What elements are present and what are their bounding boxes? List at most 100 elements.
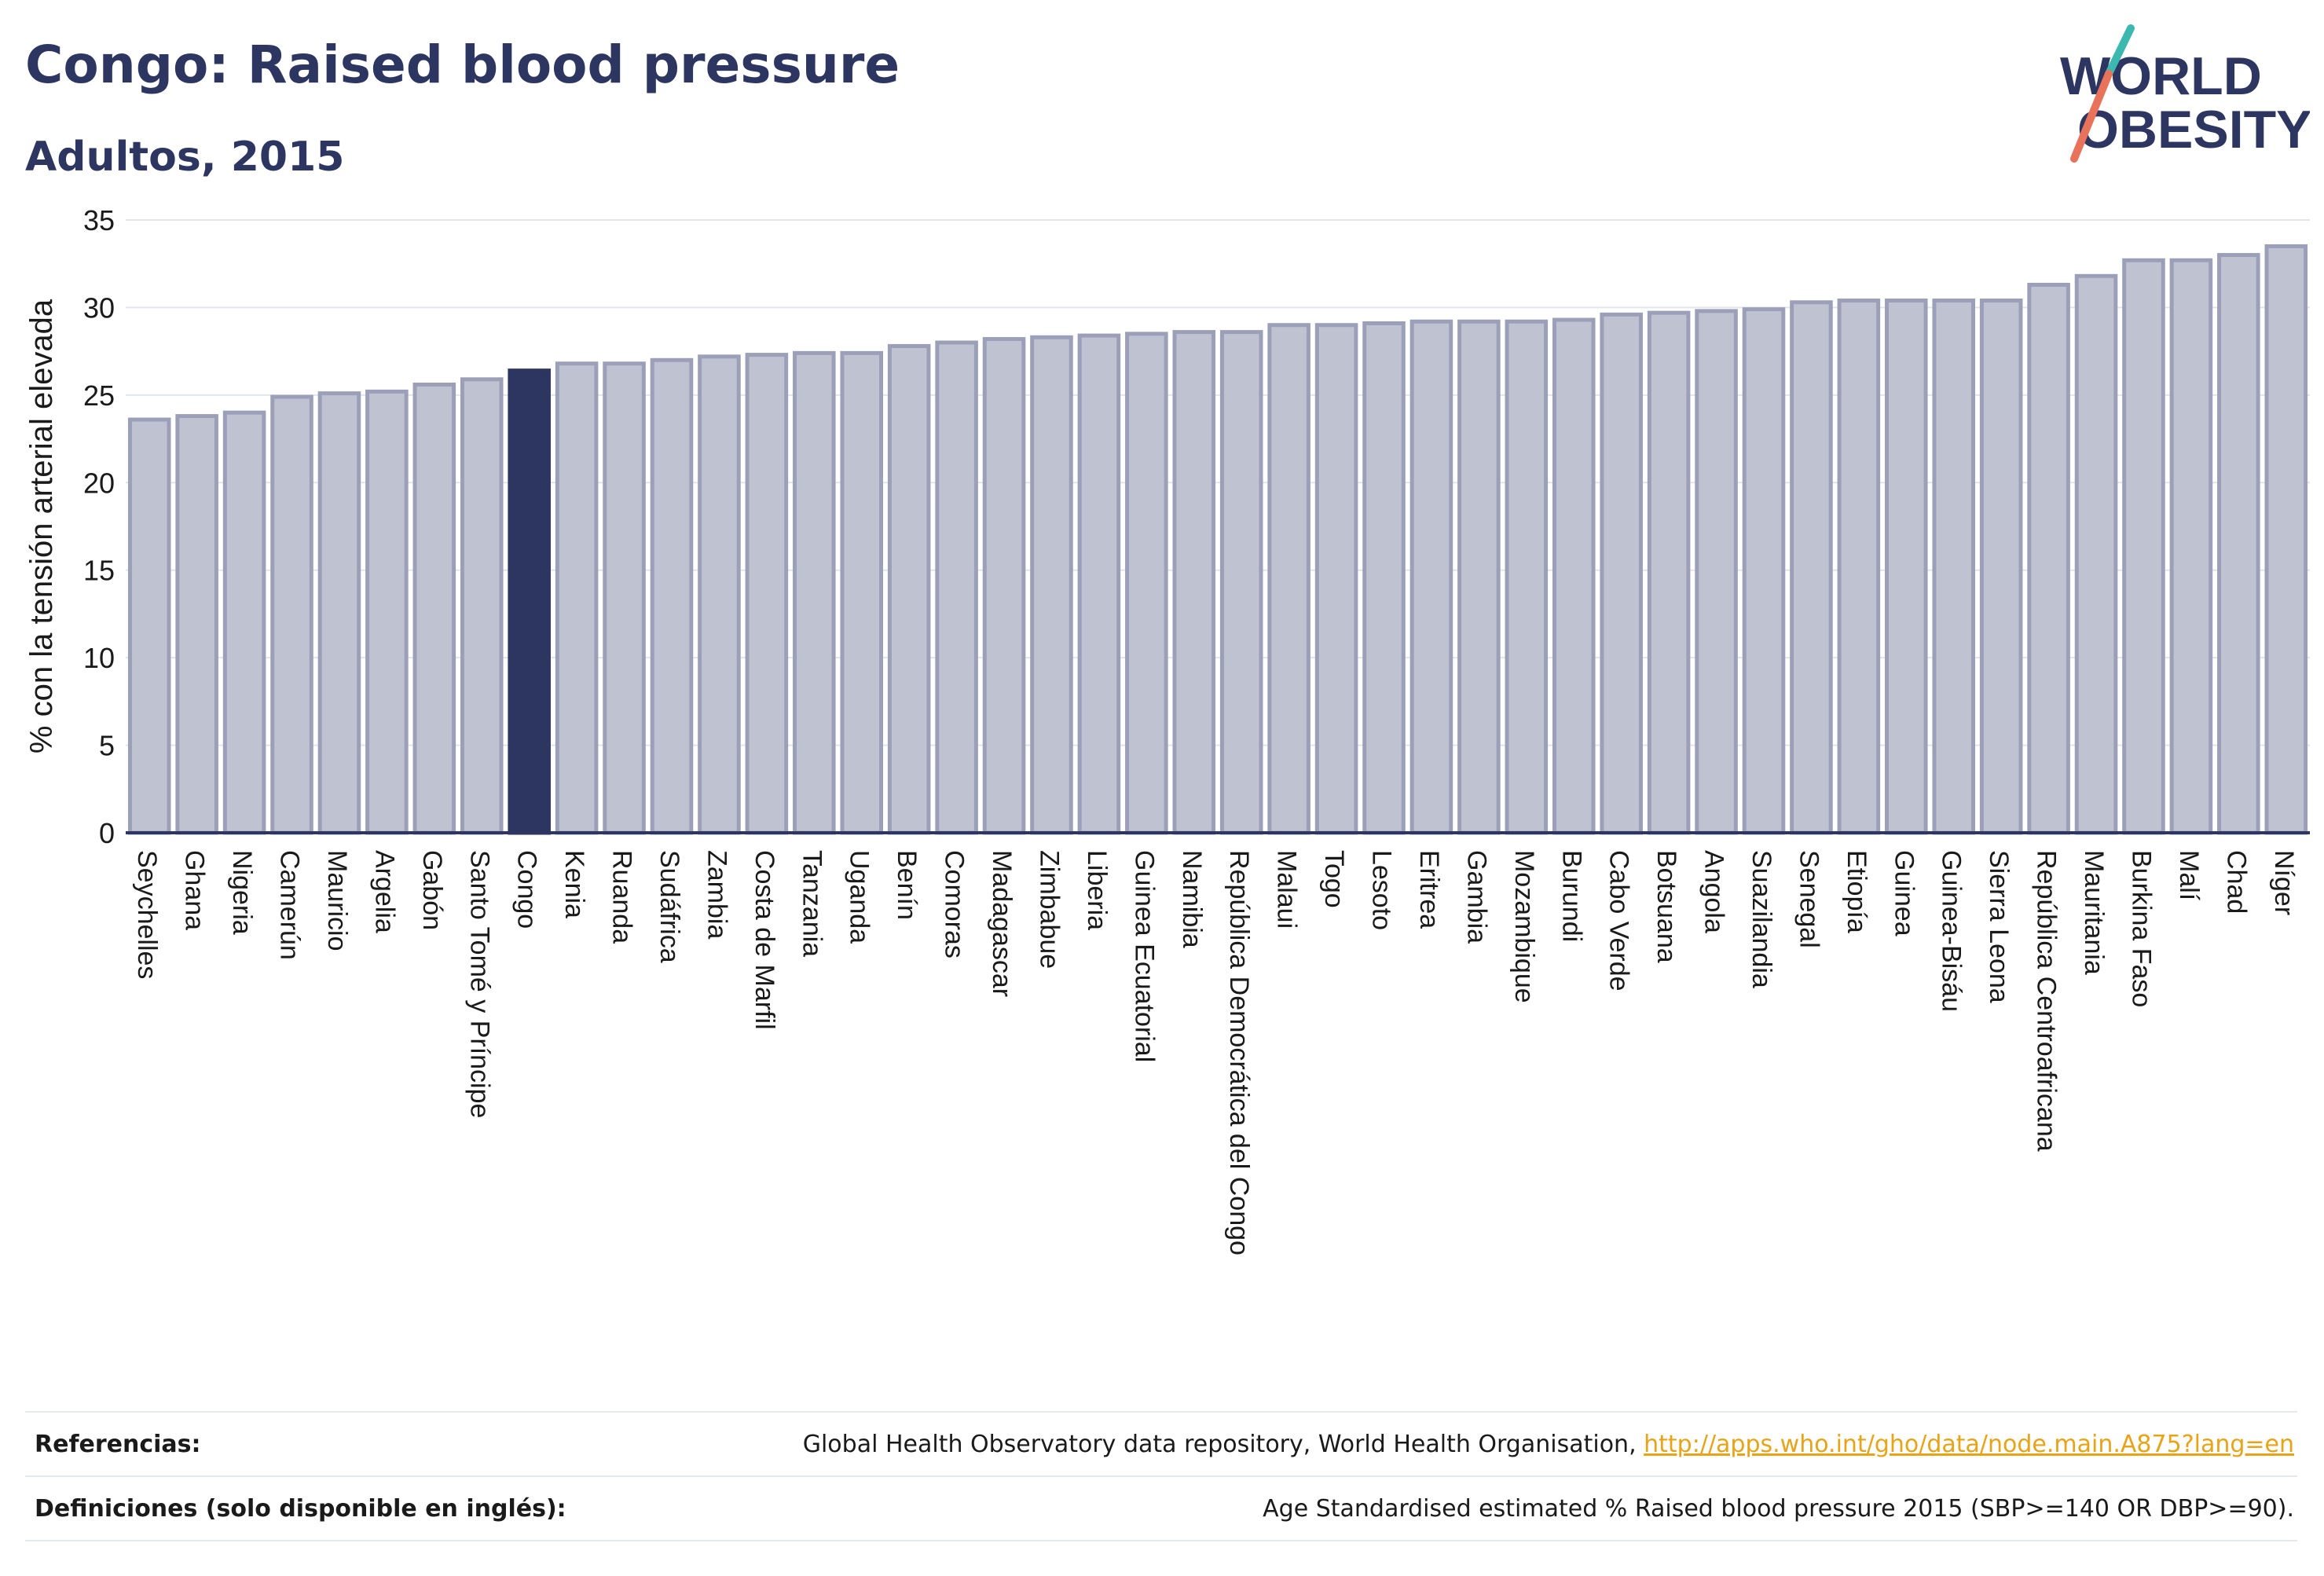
bar [1409, 319, 1453, 835]
x-tick-label: Eritrea [1414, 850, 1444, 929]
bar [982, 337, 1026, 835]
bar [1695, 309, 1738, 835]
bar [1030, 335, 1073, 835]
x-tick-label: Seychelles [132, 850, 162, 979]
bar [1457, 319, 1501, 835]
x-tick-label: Guinea-Bisáu [1937, 850, 1967, 1012]
bar [698, 354, 741, 835]
x-tick-label: Zimbabue [1034, 850, 1064, 969]
bar-highlight [508, 368, 551, 835]
definitions-label: Definiciones (solo disponible en inglés)… [35, 1494, 566, 1523]
bar [650, 357, 694, 835]
bar [2169, 258, 2213, 835]
bar [127, 417, 171, 835]
x-tick-label: Ghana [180, 850, 210, 930]
x-tick-label: Guinea Ecuatorial [1129, 850, 1159, 1062]
x-tick-label: Gambia [1461, 850, 1491, 944]
bar [1125, 332, 1168, 835]
bar [1219, 330, 1263, 835]
bar [222, 410, 266, 835]
x-tick-label: Malí [2174, 850, 2204, 901]
bar [412, 382, 456, 835]
x-tick-label: Ruanda [607, 850, 637, 944]
x-tick-label: Comoras [940, 850, 970, 958]
references-row: Referencias: Global Health Observatory d… [25, 1411, 2297, 1475]
bar [1742, 307, 1786, 835]
references-text: Global Health Observatory data repositor… [802, 1430, 1644, 1458]
x-tick-label: Burkina Faso [2126, 850, 2156, 1007]
bar [745, 353, 789, 835]
bar [2122, 258, 2165, 835]
x-tick-label: Santo Tomé y Príncipe [464, 850, 494, 1118]
page-title: Congo: Raised blood pressure [25, 35, 900, 95]
x-tick-label: Suazilandia [1747, 850, 1776, 988]
y-axis-title: % con la tensión arterial elevada [24, 299, 59, 753]
bar [1979, 299, 2023, 835]
x-tick-label: Liberia [1082, 850, 1112, 930]
bar [1837, 299, 1881, 835]
bar [270, 394, 313, 835]
bar [2217, 253, 2260, 835]
bar [793, 350, 836, 835]
logo-slash-teal [2105, 24, 2135, 78]
x-tick-label: Senegal [1794, 850, 1824, 948]
y-tick-label: 0 [99, 817, 115, 849]
bar [1314, 323, 1358, 835]
x-tick-label: Sierra Leona [1984, 850, 2014, 1003]
x-tick-label: Kenia [559, 850, 589, 918]
bar [1600, 312, 1643, 835]
x-tick-label: Mauricio [322, 850, 352, 951]
bar-chart: 0 5 10 15 20 25 30 35 Seychelles Ghana Nigeria Cam… [24, 204, 2310, 1255]
bar [1552, 317, 1596, 835]
x-axis-labels: Seychelles Ghana Nigeria Camerún Mauricio Arg… [132, 850, 2299, 1255]
x-tick-label: Namibia [1177, 850, 1207, 948]
y-tick-label: 10 [83, 642, 115, 674]
x-tick-label: Mauritania [2079, 850, 2109, 975]
bar [317, 391, 361, 835]
x-tick-label: Argelia [369, 850, 399, 933]
bar [1647, 310, 1691, 835]
x-tick-label: Níger [2269, 850, 2299, 915]
x-tick-label: Tanzania [797, 850, 827, 957]
world-obesity-logo: WORLD OBESITY [2060, 24, 2310, 163]
references-link[interactable]: http://apps.who.int/gho/data/node.main.A… [1644, 1430, 2294, 1458]
x-tick-label: Guinea [1889, 850, 1919, 936]
definitions-row: Definiciones (solo disponible en inglés)… [25, 1475, 2297, 1541]
references-label: Referencias: [35, 1430, 201, 1458]
x-tick-label: Angola [1699, 850, 1729, 933]
x-tick-label: Sudáfrica [654, 850, 684, 963]
x-tick-label: Nigeria [227, 850, 257, 935]
y-tick-label: 30 [83, 291, 115, 324]
x-tick-label: Mozambique [1509, 850, 1539, 1003]
logo-slash-coral [2070, 70, 2113, 163]
x-tick-label: Gabón [417, 850, 447, 930]
bar [1362, 321, 1406, 835]
x-tick-label: Cabo Verde [1604, 850, 1634, 991]
bar [1885, 299, 1928, 835]
x-tick-label: Benín [892, 850, 922, 920]
x-tick-label: Burundi [1556, 850, 1586, 942]
logo-word-obesity: OBESITY [2077, 100, 2310, 159]
x-tick-label: República Democrática del Congo [1224, 850, 1254, 1255]
bar [460, 377, 504, 835]
bar [840, 350, 884, 835]
x-tick-label: República Centroafricana [2032, 850, 2062, 1152]
x-tick-label: Zambia [702, 850, 731, 939]
bar [1932, 299, 1976, 835]
x-tick-label: Madagascar [987, 850, 1017, 997]
references-value: Global Health Observatory data repositor… [803, 1431, 2297, 1458]
bar [1077, 333, 1121, 835]
bar [175, 414, 218, 835]
x-tick-label: Lesoto [1367, 850, 1397, 930]
bar [365, 389, 409, 835]
bar [1505, 319, 1549, 835]
x-tick-label: Chad [2221, 850, 2251, 914]
y-tick-label: 20 [83, 467, 115, 499]
x-tick-label: Costa de Marfil [750, 850, 779, 1030]
x-tick-label: Etiopía [1842, 850, 1871, 933]
bar [555, 361, 599, 835]
x-tick-label: Camerún [275, 850, 305, 960]
x-tick-label: Togo [1319, 850, 1349, 908]
bar [1267, 323, 1310, 835]
y-tick-label: 25 [83, 379, 115, 412]
